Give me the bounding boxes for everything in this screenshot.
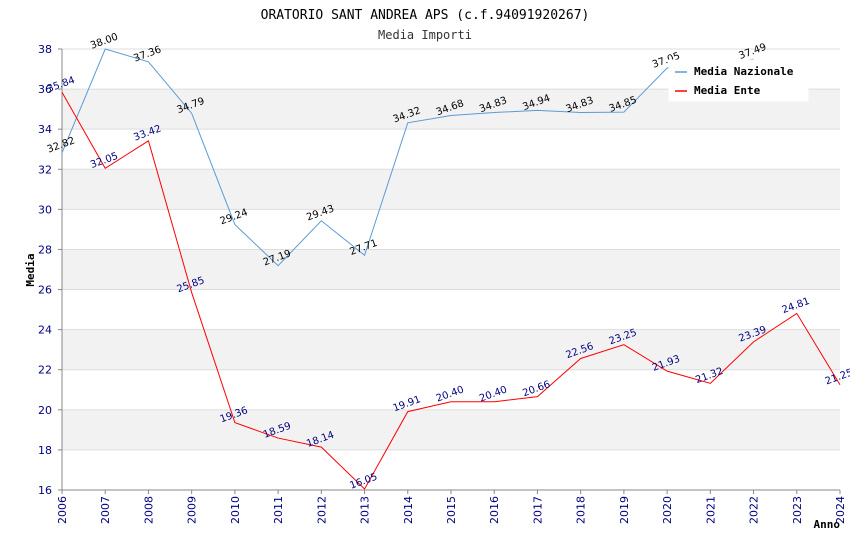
chart-title: ORATORIO SANT ANDREA APS (c.f.9409192026… — [261, 8, 590, 23]
y-tick-label: 38 — [38, 43, 52, 56]
x-tick-label: 2008 — [142, 496, 155, 524]
plot-band — [62, 329, 840, 370]
legend-box — [668, 59, 809, 102]
x-tick-label: 2012 — [315, 496, 328, 524]
y-tick-label: 34 — [38, 123, 52, 136]
x-tick-label: 2020 — [661, 496, 674, 524]
plot-band — [62, 209, 840, 250]
x-tick-label: 2007 — [99, 496, 112, 524]
chart-subtitle: Media Importi — [378, 28, 472, 42]
x-tick-label: 2015 — [445, 496, 458, 524]
y-tick-label: 16 — [38, 484, 52, 497]
x-tick-label: 2009 — [186, 496, 199, 524]
y-tick-label: 26 — [38, 284, 52, 297]
x-tick-label: 2016 — [488, 496, 501, 524]
x-tick-label: 2019 — [618, 496, 631, 524]
plot-band — [62, 409, 840, 450]
y-tick-label: 20 — [38, 404, 52, 417]
x-tick-label: 2017 — [531, 496, 544, 524]
plot-band — [62, 249, 840, 290]
y-tick-label: 36 — [38, 83, 52, 96]
y-tick-label: 24 — [38, 324, 52, 337]
series-line-ente — [61, 92, 841, 490]
legend: Media Nazionale Media Ente — [668, 59, 809, 102]
x-axis-label: Anno — [814, 518, 841, 531]
x-tick-label: 2022 — [748, 496, 761, 524]
x-tick-label: 2010 — [229, 496, 242, 524]
y-tick-label: 28 — [38, 243, 52, 256]
y-axis-label: Media — [24, 253, 37, 286]
plot-band — [62, 369, 840, 410]
plot-band — [62, 129, 840, 170]
plot-band — [62, 449, 840, 490]
x-tick-label: 2021 — [704, 496, 717, 524]
x-tick-label: 2013 — [359, 496, 372, 524]
legend-label-ente: Media Ente — [694, 84, 761, 97]
x-tick-label: 2006 — [56, 496, 69, 524]
x-tick-label: 2011 — [272, 496, 285, 524]
y-tick-label: 18 — [38, 444, 52, 457]
x-tick-label: 2018 — [575, 496, 588, 524]
plot-band — [62, 169, 840, 210]
y-tick-label: 22 — [38, 364, 52, 377]
y-tick-label: 30 — [38, 203, 52, 216]
plot-band — [62, 289, 840, 330]
x-tick-label: 2024 — [834, 496, 847, 524]
y-tick-label: 32 — [38, 163, 52, 176]
legend-label-nazionale: Media Nazionale — [694, 65, 794, 78]
x-tick-label: 2023 — [791, 496, 804, 524]
series-line-nazionale — [61, 48, 754, 267]
x-tick-label: 2014 — [402, 496, 415, 524]
